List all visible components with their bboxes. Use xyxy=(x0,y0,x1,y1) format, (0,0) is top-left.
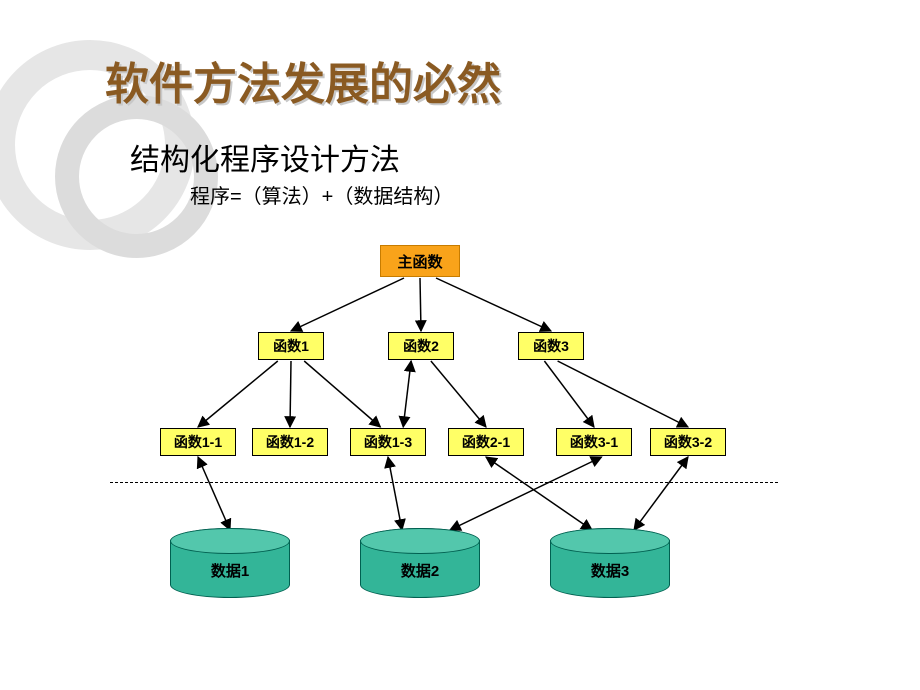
node-f32: 函数3-2 xyxy=(650,428,726,456)
arrow-f2-f21 xyxy=(431,361,486,427)
cylinder-label-d2: 数据2 xyxy=(360,560,480,581)
node-f13: 函数1-3 xyxy=(350,428,426,456)
node-f12: 函数1-2 xyxy=(252,428,328,456)
node-f3: 函数3 xyxy=(518,332,584,360)
node-f21: 函数2-1 xyxy=(448,428,524,456)
arrow-root-f3 xyxy=(436,278,551,331)
data-arrow-f13-d2 xyxy=(388,457,402,530)
data-arrow-f31-d2 xyxy=(450,457,602,530)
divider-line xyxy=(110,482,778,483)
node-root: 主函数 xyxy=(380,245,460,277)
cylinder-label-d3: 数据3 xyxy=(550,560,670,581)
node-f2: 函数2 xyxy=(388,332,454,360)
data-arrow-f11-d1 xyxy=(198,457,230,530)
arrow-root-f1 xyxy=(291,278,404,331)
arrow-f3-f32 xyxy=(558,361,688,427)
arrow-f1-f13 xyxy=(304,361,380,427)
arrow-f1-f11 xyxy=(198,361,278,427)
data-arrow-f21-d3 xyxy=(486,457,592,530)
arrow-f3-f31 xyxy=(544,361,594,427)
arrow-f1-f12 xyxy=(290,361,291,427)
formula-text: 程序=（算法）+（数据结构） xyxy=(190,180,453,209)
cylinder-label-d1: 数据1 xyxy=(170,560,290,581)
node-f11: 函数1-1 xyxy=(160,428,236,456)
slide-title: 软件方法发展的必然 xyxy=(105,48,501,112)
data-arrow-f32-d3 xyxy=(634,457,688,530)
slide-subtitle: 结构化程序设计方法 xyxy=(130,135,400,179)
node-f1: 函数1 xyxy=(258,332,324,360)
arrow-f2-f13 xyxy=(403,361,411,427)
slide-root: 软件方法发展的必然结构化程序设计方法程序=（算法）+（数据结构） 主函数函数1 函数… xyxy=(0,0,920,690)
arrow-root-f2 xyxy=(420,278,421,331)
node-f31: 函数3-1 xyxy=(556,428,632,456)
